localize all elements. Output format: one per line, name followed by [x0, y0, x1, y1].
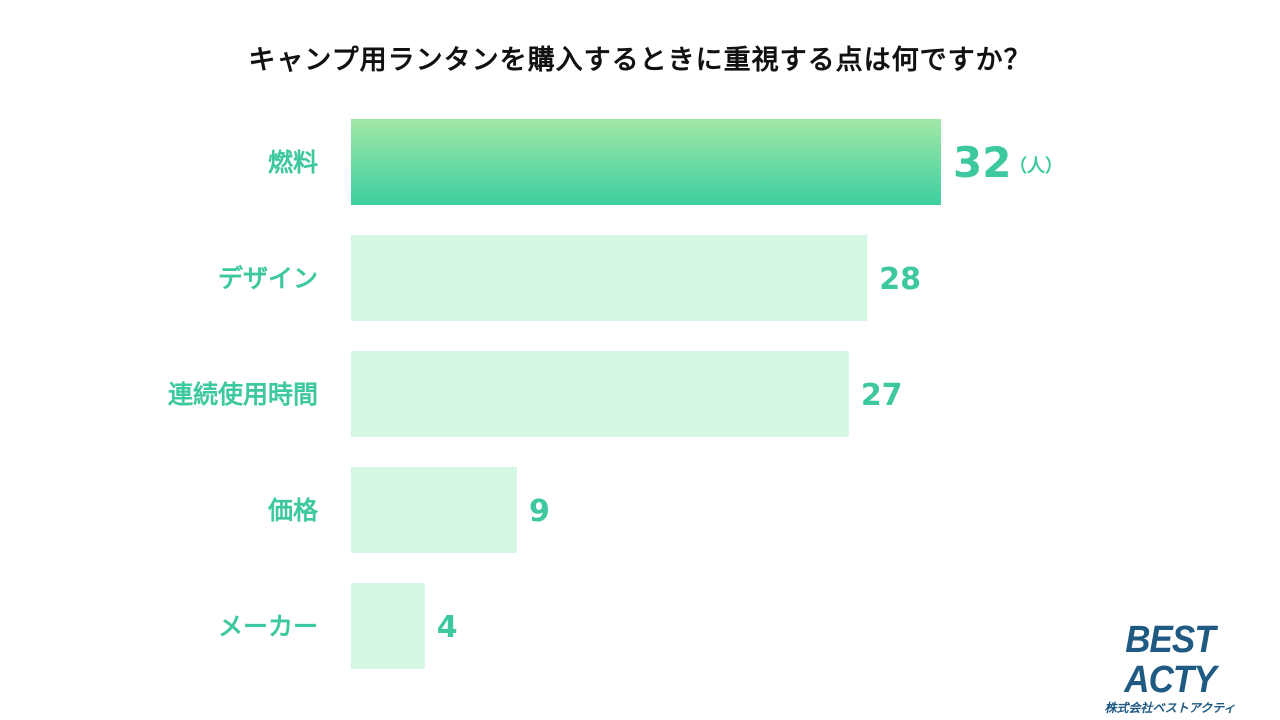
category-label-0: 燃料	[268, 148, 318, 177]
chart-title: キャンプ用ランタンを購入するときに重視する点は何ですか？	[248, 45, 1032, 76]
logo-company-name: 株式会社ベストアクティ	[1104, 701, 1236, 715]
bar-4	[351, 583, 425, 669]
category-label-4: メーカー	[218, 612, 318, 641]
logo-wordmark: BEST ACTY	[1124, 619, 1216, 701]
category-label-2: 連続使用時間	[168, 380, 318, 409]
bar-2	[351, 351, 849, 437]
unit-label: （人）	[1009, 156, 1063, 177]
value-label-2: 27	[861, 378, 903, 413]
value-label-0: 32	[953, 138, 1011, 187]
bar-3	[351, 467, 517, 553]
category-label-1: デザイン	[218, 264, 318, 293]
value-label-3: 9	[529, 494, 550, 529]
value-label-4: 4	[437, 610, 458, 645]
value-label-1: 28	[879, 262, 921, 297]
category-label-3: 価格	[267, 496, 319, 525]
bar-0	[351, 119, 941, 205]
brand-logo: BEST ACTY 株式会社ベストアクティ	[1070, 620, 1270, 716]
bar-1	[351, 235, 868, 321]
